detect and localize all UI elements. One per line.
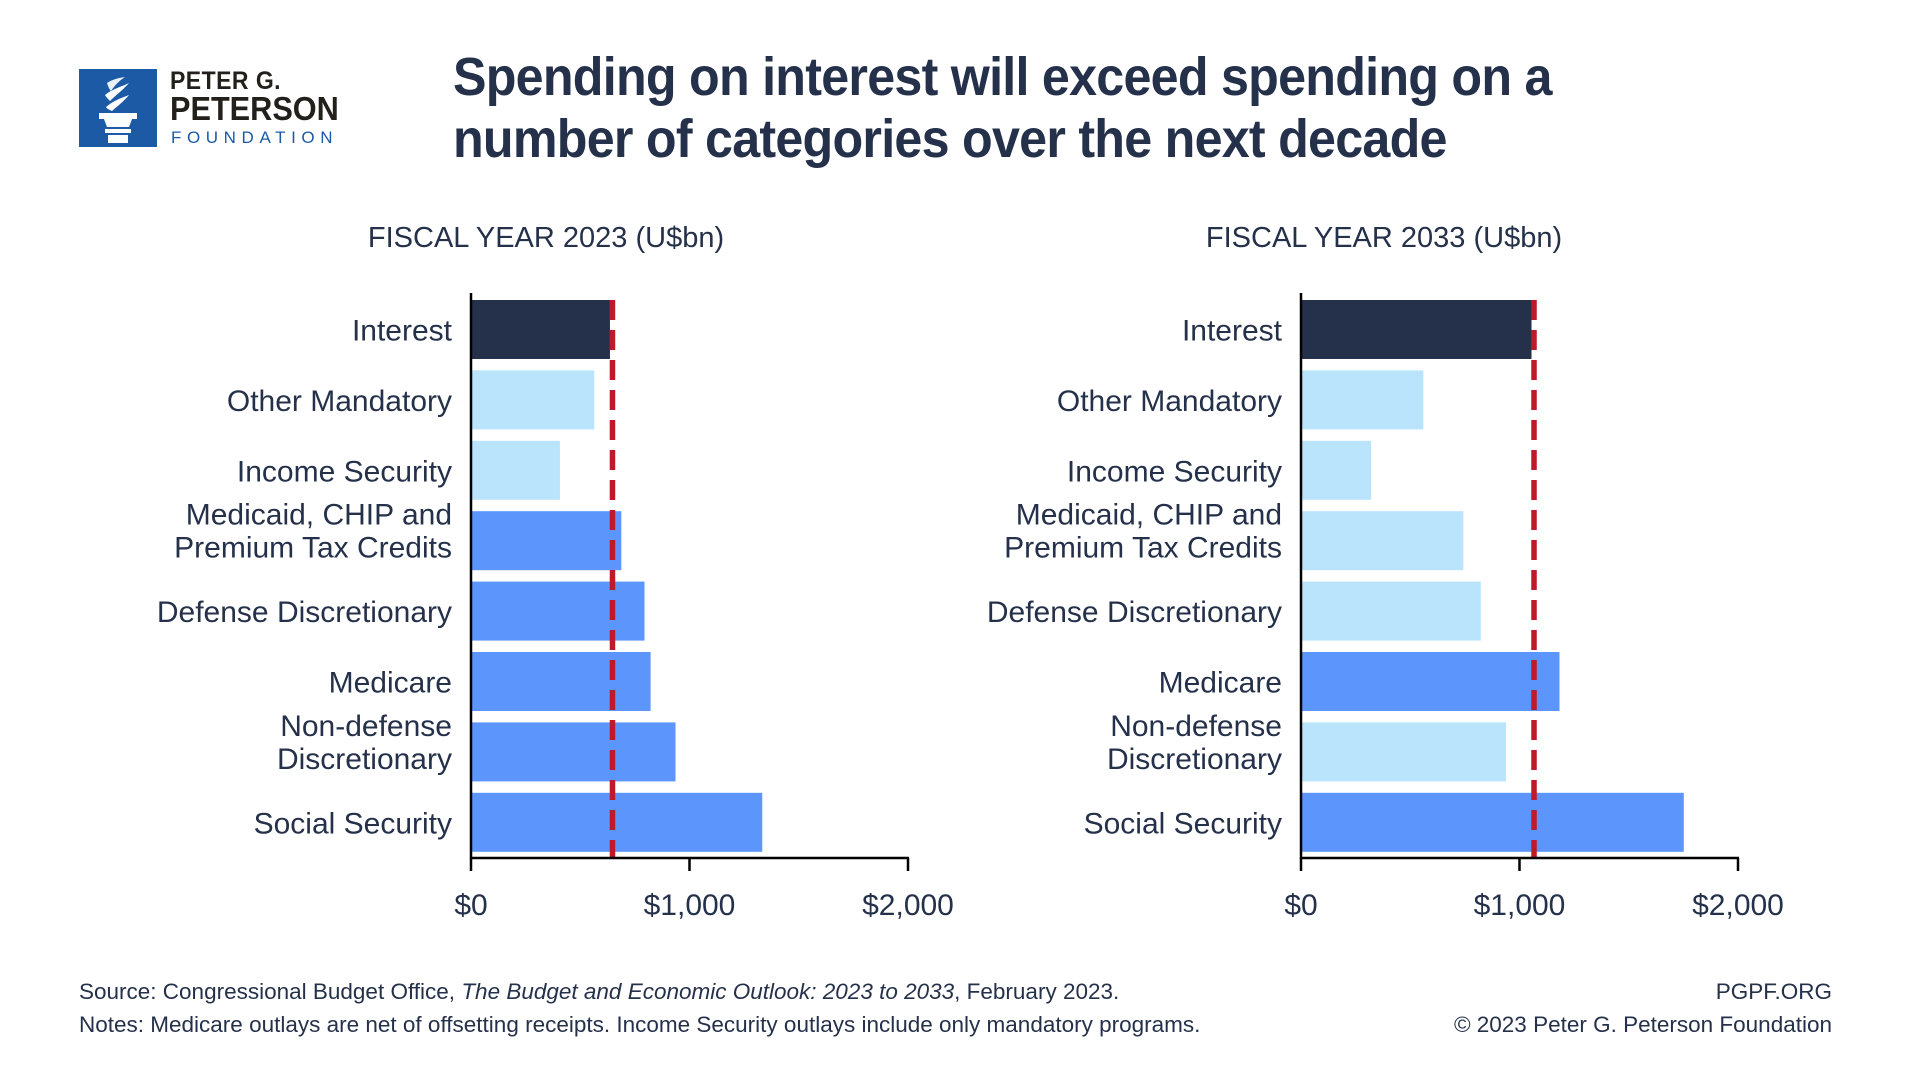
- chart-headline: Spending on interest will exceed spendin…: [453, 47, 1552, 169]
- notes-line: Notes: Medicare outlays are net of offse…: [79, 1012, 1201, 1037]
- category-label-2033: Interest: [1182, 315, 1283, 348]
- bar-2023-medicare: [472, 652, 651, 711]
- site-link[interactable]: PGPF.ORG: [1715, 979, 1832, 1004]
- copyright: © 2023 Peter G. Peterson Foundation: [1453, 1012, 1832, 1037]
- category-label-2023: Defense Discretionary: [157, 596, 452, 629]
- category-label-2023: Medicaid, CHIP and Premium Tax Credits: [174, 499, 452, 565]
- category-label-2033: Social Security: [1084, 807, 1282, 840]
- bar-2023-defense-discretionary: [472, 581, 645, 641]
- bar-2033-medicaid-chip-and-premium-tax-credits: [1302, 511, 1464, 571]
- source-prefix: Source: Congressional Budget Office,: [79, 979, 462, 1004]
- logo-text-foundation: FOUNDATION: [171, 128, 339, 147]
- bar-2033-social-security: [1302, 792, 1684, 852]
- bar-2023-social-security: [472, 792, 763, 852]
- category-label-2033: Other Mandatory: [1057, 385, 1282, 418]
- category-label-2023: Medicare: [329, 667, 452, 700]
- source-title: The Budget and Economic Outlook: 2023 to…: [461, 979, 955, 1004]
- category-label-line: Discretionary: [1107, 743, 1282, 776]
- chart-title-2023: FISCAL YEAR 2023 (U$bn): [367, 222, 725, 254]
- category-label-2033: Defense Discretionary: [987, 596, 1282, 629]
- footer-source-notes: Source: Congressional Budget Office, The…: [79, 975, 1200, 1041]
- bar-2033-other-mandatory: [1302, 370, 1424, 430]
- category-label-2023: Interest: [352, 315, 453, 348]
- bar-2033-medicare: [1302, 652, 1560, 711]
- category-label-2023: Social Security: [254, 807, 452, 840]
- category-label-2033: Medicare: [1159, 667, 1282, 700]
- x-tick-label-2033: $1,000: [1474, 889, 1566, 922]
- x-tick-label-2023: $2,000: [862, 889, 954, 922]
- bar-2023-income-security: [472, 440, 560, 500]
- bar-2023-interest: [472, 300, 610, 359]
- category-label-line: Premium Tax Credits: [174, 532, 452, 565]
- source-line: Source: Congressional Budget Office, The…: [79, 975, 1200, 1008]
- category-label-line: Medicaid, CHIP and: [1016, 499, 1282, 532]
- bar-2033-non-defense-discretionary: [1302, 722, 1506, 782]
- bar-2033-interest: [1302, 300, 1532, 359]
- bar-2033-defense-discretionary: [1302, 581, 1481, 641]
- category-label-line: Non-defense: [280, 710, 452, 743]
- x-tick-label-2023: $0: [454, 889, 487, 922]
- bar-2033-income-security: [1302, 440, 1372, 500]
- category-label-2033: Medicaid, CHIP and Premium Tax Credits: [1004, 499, 1282, 565]
- bar-2023-medicaid-chip-and-premium-tax-credits: [472, 511, 622, 571]
- logo-text-peter-g: PETER G.: [170, 67, 282, 95]
- category-label-2033: Non-defense Discretionary: [1107, 710, 1282, 776]
- category-label-line: Non-defense: [1110, 710, 1282, 743]
- torch-icon: [79, 69, 157, 147]
- source-suffix: , February 2023.: [954, 979, 1120, 1004]
- logo-text-peterson: PETERSON: [170, 90, 339, 127]
- bar-2023-non-defense-discretionary: [472, 722, 676, 782]
- category-label-2023: Income Security: [237, 455, 452, 488]
- category-label-2033: Income Security: [1067, 455, 1282, 488]
- x-tick-label-2023: $1,000: [644, 889, 736, 922]
- category-label-2023: Non-defense Discretionary: [277, 710, 452, 776]
- chart-title-2033: FISCAL YEAR 2033 (U$bn): [1205, 222, 1563, 254]
- footer-credits: PGPF.ORG © 2023 Peter G. Peterson Founda…: [1454, 975, 1832, 1041]
- pgpf-logo: PETER G. PETERSON FOUNDATION: [79, 67, 369, 149]
- bar-2023-other-mandatory: [472, 370, 595, 430]
- category-label-line: Medicaid, CHIP and: [186, 499, 452, 532]
- category-label-line: Premium Tax Credits: [1004, 532, 1282, 565]
- category-label-2023: Other Mandatory: [227, 385, 452, 418]
- x-tick-label-2033: $2,000: [1692, 889, 1784, 922]
- x-tick-label-2033: $0: [1284, 889, 1317, 922]
- category-label-line: Discretionary: [277, 743, 452, 776]
